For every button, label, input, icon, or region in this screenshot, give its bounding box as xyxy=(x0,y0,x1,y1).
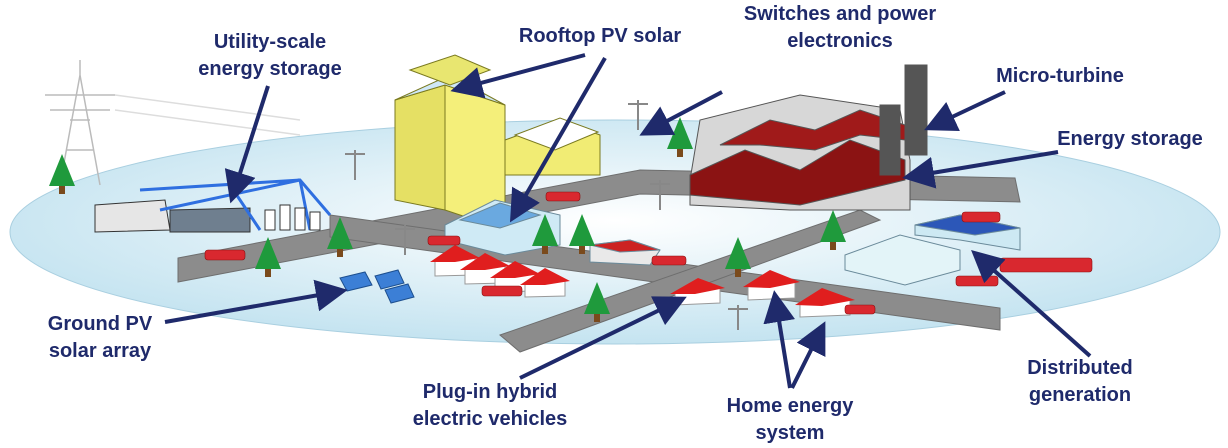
callout-label: Distributed xyxy=(1027,357,1133,379)
callout-label: system xyxy=(756,422,825,444)
callout-label: electric vehicles xyxy=(413,408,568,430)
callout-label: energy storage xyxy=(198,58,341,80)
callout-label: Rooftop PV solar xyxy=(519,25,681,47)
callout-label: electronics xyxy=(787,30,893,52)
callout-label: Energy storage xyxy=(1057,128,1203,150)
callout-label: solar array xyxy=(49,340,152,362)
arrow xyxy=(935,92,1005,125)
callout-label: Switches and power xyxy=(744,3,936,25)
diagram: Utility-scale energy storage Rooftop PV so… xyxy=(0,0,1228,448)
callout-label: Micro-turbine xyxy=(996,65,1124,87)
arrow xyxy=(792,332,820,388)
callout-label: Plug-in hybrid xyxy=(423,381,557,403)
callout-label: generation xyxy=(1029,384,1131,406)
factory xyxy=(690,65,927,210)
callout-label: Home energy xyxy=(727,395,855,417)
callout-label: Ground PV xyxy=(48,313,153,335)
callout-label: Utility-scale xyxy=(214,31,326,53)
